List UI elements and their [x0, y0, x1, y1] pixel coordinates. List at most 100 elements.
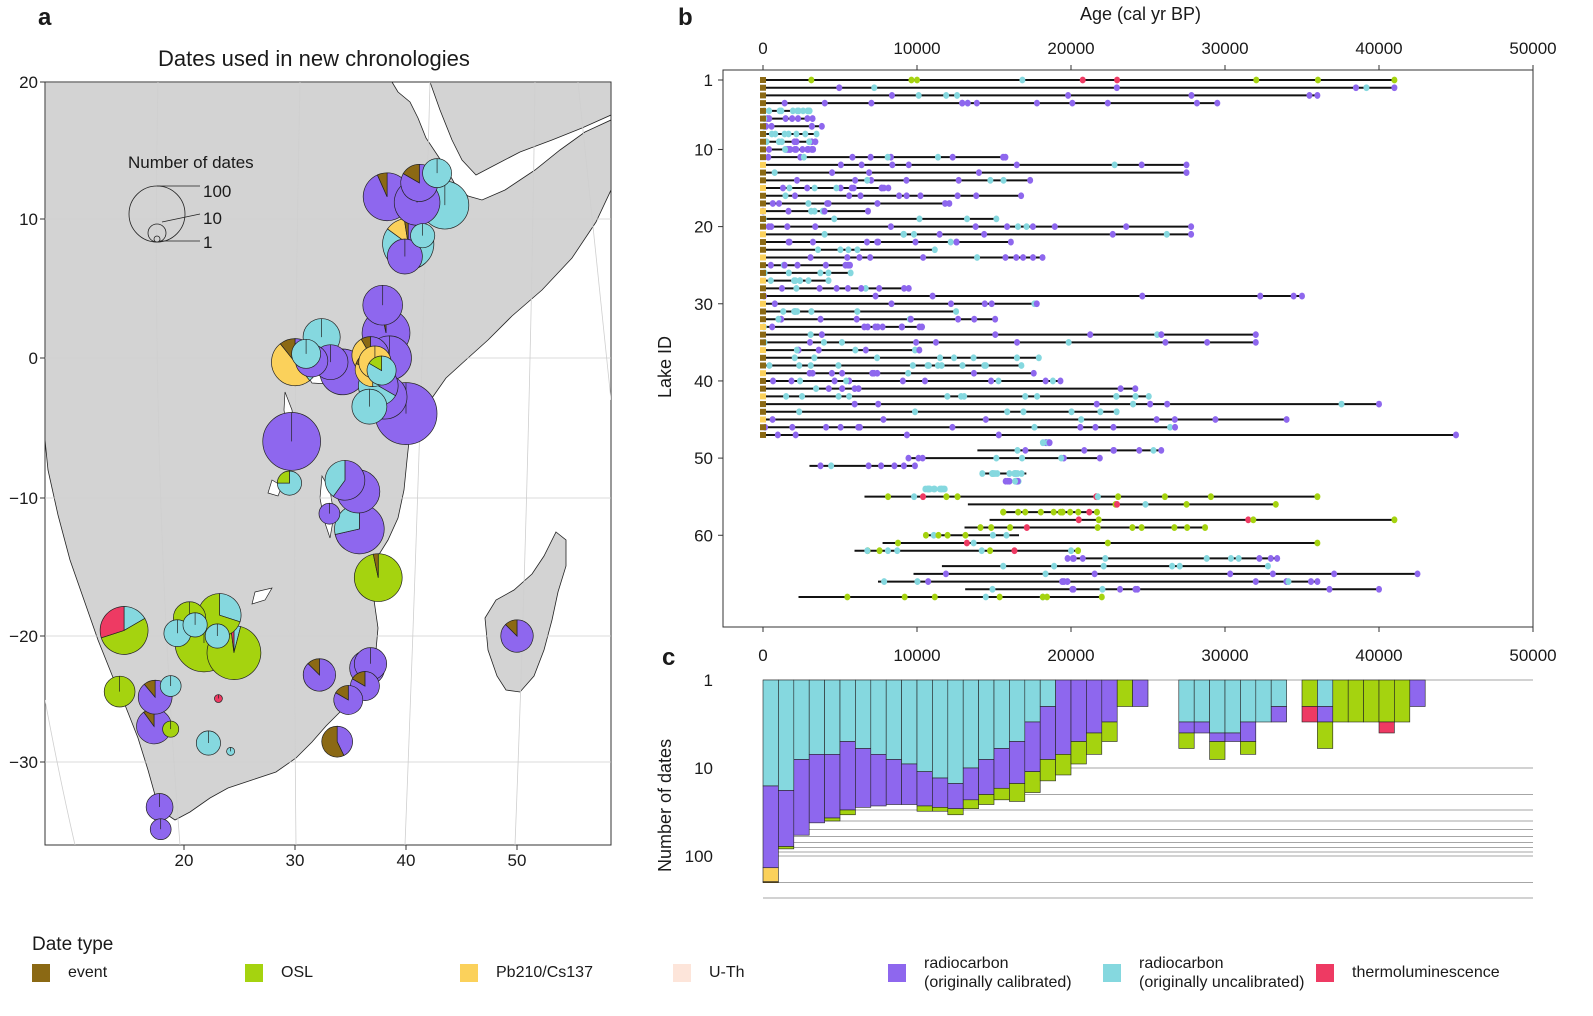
map-title: Dates used in new chronologies: [158, 46, 470, 71]
date-point-osl: [1067, 508, 1074, 516]
site-pie-chart: [324, 460, 366, 501]
date-point-radiocarbon_uncal: [1006, 470, 1013, 477]
date-point-radiocarbon_cal: [946, 200, 953, 207]
map-lon-tick: 20: [175, 851, 194, 870]
date-point-radiocarbon_uncal: [854, 246, 861, 254]
date-point-radiocarbon_uncal: [814, 246, 821, 254]
date-point-radiocarbon_cal: [861, 323, 868, 331]
date-point-radiocarbon_cal: [781, 261, 788, 269]
lake-row: [760, 161, 1190, 169]
date-point-radiocarbon_cal: [887, 223, 894, 231]
date-point-pb210: [760, 277, 766, 284]
date-point-event: [760, 92, 766, 99]
date-point-radiocarbon_uncal: [796, 408, 803, 416]
date-point-thermo: [1011, 547, 1018, 555]
date-point-event: [760, 123, 766, 130]
date-point-radiocarbon_cal: [833, 284, 840, 292]
lake-row: [913, 570, 1421, 578]
date-point-radiocarbon_uncal: [864, 176, 871, 184]
hist-bar-osl: [1394, 679, 1411, 723]
hist-bar-osl: [1317, 721, 1334, 749]
date-point-radiocarbon_cal: [973, 192, 980, 200]
date-point-radiocarbon_cal: [1093, 400, 1100, 408]
date-point-radiocarbon_uncal: [792, 277, 799, 285]
date-point-radiocarbon_cal: [865, 462, 872, 470]
size-legend-circle-1: [153, 235, 161, 243]
date-point-radiocarbon_uncal: [930, 531, 937, 539]
lake-row: [760, 200, 953, 207]
hist-bar-radiocarbon_uncal: [885, 679, 902, 760]
date-point-radiocarbon_cal: [871, 369, 878, 377]
date-point-radiocarbon_cal: [915, 454, 922, 462]
date-point-radiocarbon_uncal: [837, 246, 844, 254]
date-point-radiocarbon_uncal: [881, 578, 888, 585]
date-point-osl: [1314, 76, 1321, 84]
date-point-radiocarbon_uncal: [786, 184, 793, 192]
date-point-radiocarbon_uncal: [793, 346, 800, 354]
date-point-radiocarbon_uncal: [1264, 562, 1271, 570]
hist-bar-radiocarbon_uncal: [947, 679, 964, 784]
legend-label-radiocarbon_uncal: radiocarbon (originally uncalibrated): [1139, 955, 1305, 991]
hist-bar-radiocarbon_cal: [1039, 706, 1056, 760]
date-point-osl: [1314, 493, 1321, 501]
hist-bar-radiocarbon_cal: [932, 777, 949, 808]
date-point-osl: [1272, 501, 1279, 508]
date-point-radiocarbon_cal: [836, 84, 843, 92]
hist-bar-radiocarbon_cal: [1178, 721, 1195, 734]
hist-bar-radiocarbon_uncal: [839, 679, 856, 742]
date-point-radiocarbon_uncal: [1113, 408, 1120, 416]
date-point-radiocarbon_cal: [809, 115, 816, 122]
hist-bar-osl: [1378, 679, 1395, 723]
date-point-radiocarbon_uncal: [771, 169, 778, 176]
date-point-radiocarbon_uncal: [970, 354, 977, 362]
date-point-event: [760, 84, 766, 91]
pie-slice-radiocarbon_cal: [336, 725, 353, 756]
date-point-radiocarbon_cal: [1153, 416, 1160, 423]
date-point-event: [760, 424, 766, 431]
size-legend-label-100: 100: [203, 182, 231, 201]
date-point-radiocarbon_uncal: [831, 215, 838, 223]
date-point-radiocarbon_cal: [911, 462, 918, 470]
date-point-radiocarbon_cal: [766, 115, 773, 122]
date-point-radiocarbon_cal: [981, 300, 988, 308]
date-point-radiocarbon_cal: [1306, 92, 1313, 99]
date-point-pb210: [760, 254, 766, 261]
date-point-event: [760, 285, 766, 292]
hist-bar-radiocarbon_uncal: [916, 679, 933, 772]
date-point-radiocarbon_cal: [1013, 254, 1020, 261]
date-point-radiocarbon_cal: [867, 254, 874, 261]
lake-row: [941, 562, 1271, 570]
site-pie-chart: [333, 685, 364, 715]
date-point-radiocarbon_cal: [767, 261, 774, 269]
date-point-radiocarbon_cal: [1007, 238, 1014, 246]
date-point-radiocarbon_cal: [901, 284, 908, 292]
date-point-radiocarbon_cal: [916, 346, 923, 354]
lake-row: [760, 431, 1459, 439]
date-point-radiocarbon_uncal: [915, 92, 922, 99]
date-point-osl: [901, 593, 908, 601]
date-point-radiocarbon_uncal: [1014, 446, 1021, 454]
hist-bar-radiocarbon_uncal: [824, 679, 841, 755]
hist-bar-pb210: [762, 867, 779, 883]
date-point-event: [760, 223, 766, 230]
pie-slice-osl: [276, 470, 290, 484]
c-count-tick: 100: [685, 847, 713, 866]
date-point-radiocarbon_cal: [808, 122, 815, 130]
date-point-radiocarbon_cal: [829, 169, 836, 176]
date-point-event: [760, 115, 766, 122]
date-point-radiocarbon_cal: [846, 192, 853, 200]
date-point-radiocarbon_cal: [1123, 223, 1130, 231]
date-point-radiocarbon_cal: [1212, 416, 1219, 423]
date-point-radiocarbon_uncal: [838, 338, 845, 346]
date-point-thermo: [920, 493, 927, 501]
date-point-radiocarbon_cal: [925, 578, 932, 585]
hist-bar-osl: [1301, 679, 1318, 707]
date-point-radiocarbon_uncal: [789, 107, 796, 115]
date-point-radiocarbon_cal: [1004, 223, 1011, 231]
date-point-osl: [1207, 493, 1214, 501]
date-point-radiocarbon_cal: [1109, 230, 1116, 238]
date-point-radiocarbon_uncal: [914, 578, 921, 585]
date-point-radiocarbon_uncal: [1169, 562, 1176, 570]
date-point-radiocarbon_cal: [1030, 254, 1037, 261]
legend-swatch-pb210: [460, 963, 478, 982]
